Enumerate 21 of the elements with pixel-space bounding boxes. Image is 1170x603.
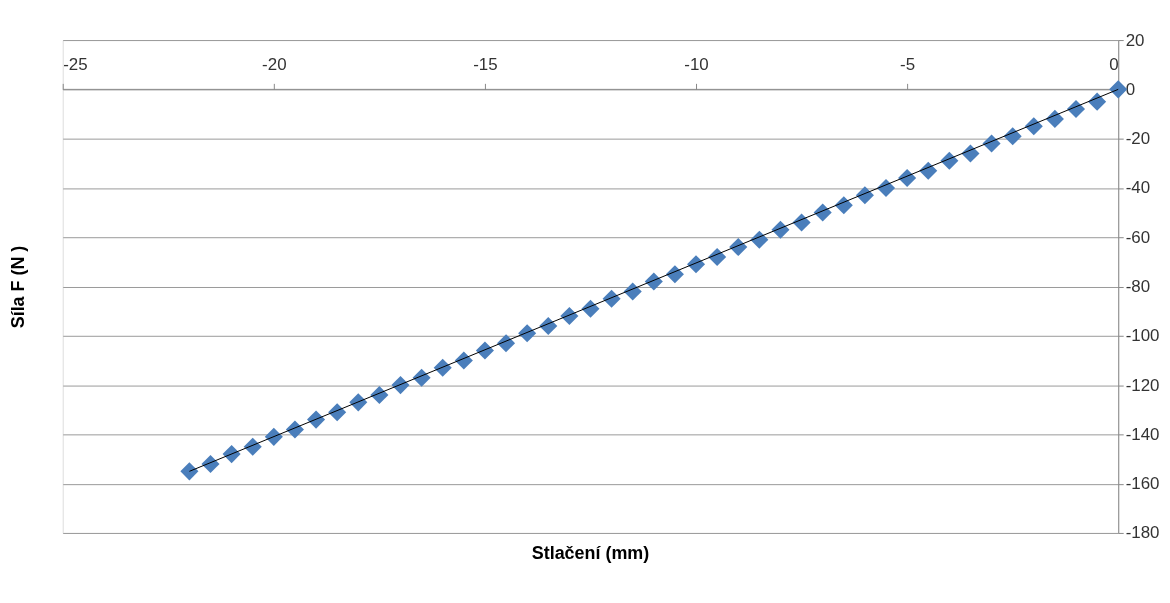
y-axis-title: Síla F (N ): [8, 245, 29, 329]
x-tick-label: -20: [262, 54, 287, 74]
y-tick-label: 20: [1125, 30, 1145, 50]
y-tick-label: 0: [1125, 79, 1136, 99]
x-tick-label: -15: [473, 54, 498, 74]
y-tick-label: -60: [1125, 227, 1151, 247]
y-tick-label: -180: [1125, 523, 1160, 543]
x-tick-label: 0: [1109, 54, 1119, 74]
x-tick-label: -10: [684, 54, 709, 74]
y-tick-label: -40: [1125, 178, 1151, 198]
y-tick-label: -80: [1125, 276, 1151, 296]
y-tick-label: -120: [1125, 375, 1160, 395]
point: [1109, 80, 1128, 99]
x-tick-label: -25: [63, 54, 88, 74]
y-tick-label: -140: [1125, 424, 1160, 444]
y-tick-label: -20: [1125, 129, 1151, 149]
y-tick-label: -160: [1125, 474, 1160, 494]
point: [180, 462, 199, 481]
y-tick-label: -100: [1125, 326, 1160, 346]
x-tick-label: -5: [900, 54, 916, 74]
x-axis-title: Stlačení (mm): [531, 542, 650, 563]
